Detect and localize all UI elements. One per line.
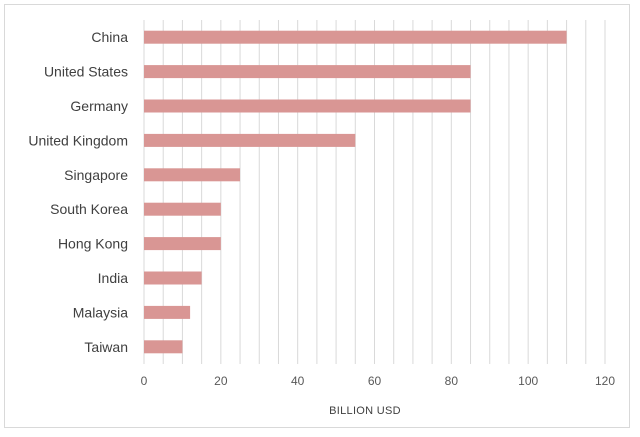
x-tick-label: 0 [141,374,148,388]
bar [144,305,191,319]
bar [144,168,241,182]
bars [144,30,567,354]
category-labels: China United States Germany United Kingdom S… [28,29,128,355]
category-label: Germany [70,98,128,114]
category-label: Hong Kong [58,236,128,252]
x-tick-label: 120 [595,374,615,388]
x-tick-label: 100 [518,374,538,388]
bar [144,340,183,354]
x-axis-title: BILLION USD [329,405,401,417]
bar [144,202,221,216]
category-label: Malaysia [73,304,128,320]
bar [144,65,471,79]
bar [144,133,356,147]
x-tick-label: 80 [445,374,459,388]
category-label: South Korea [50,201,128,217]
category-label: China [91,29,128,45]
x-tick-label: 20 [214,374,228,388]
x-tick-label: 40 [291,374,305,388]
category-label: United Kingdom [28,132,128,148]
category-label: Singapore [64,167,128,183]
bar [144,271,202,285]
bar [144,237,221,251]
x-tick-label: 60 [368,374,382,388]
category-label: India [98,270,129,286]
bar [144,30,567,44]
x-tick-labels: 0 20 40 60 80 100 120 [141,374,616,388]
category-label: Taiwan [84,339,128,355]
category-label: United States [44,64,128,80]
bar [144,99,471,113]
